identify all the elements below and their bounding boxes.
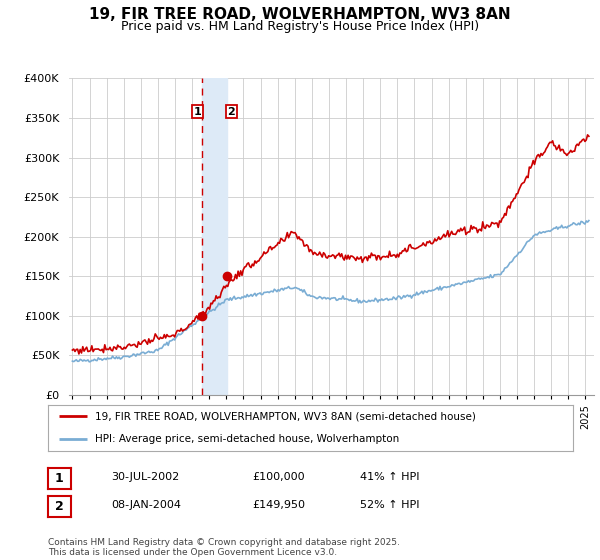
Text: 30-JUL-2002: 30-JUL-2002 <box>111 472 179 482</box>
Text: 2: 2 <box>227 106 235 116</box>
Text: 19, FIR TREE ROAD, WOLVERHAMPTON, WV3 8AN (semi-detached house): 19, FIR TREE ROAD, WOLVERHAMPTON, WV3 8A… <box>95 412 476 421</box>
Text: Price paid vs. HM Land Registry's House Price Index (HPI): Price paid vs. HM Land Registry's House … <box>121 20 479 32</box>
Text: £149,950: £149,950 <box>252 500 305 510</box>
Text: 52% ↑ HPI: 52% ↑ HPI <box>360 500 419 510</box>
Text: 1: 1 <box>194 106 202 116</box>
Text: HPI: Average price, semi-detached house, Wolverhampton: HPI: Average price, semi-detached house,… <box>95 435 400 444</box>
Text: 19, FIR TREE ROAD, WOLVERHAMPTON, WV3 8AN: 19, FIR TREE ROAD, WOLVERHAMPTON, WV3 8A… <box>89 7 511 22</box>
Bar <box>202 78 227 395</box>
Text: 08-JAN-2004: 08-JAN-2004 <box>111 500 181 510</box>
Text: 2: 2 <box>55 500 64 514</box>
Text: £100,000: £100,000 <box>252 472 305 482</box>
Text: Contains HM Land Registry data © Crown copyright and database right 2025.
This d: Contains HM Land Registry data © Crown c… <box>48 538 400 557</box>
Text: 1: 1 <box>55 472 64 486</box>
Text: 41% ↑ HPI: 41% ↑ HPI <box>360 472 419 482</box>
